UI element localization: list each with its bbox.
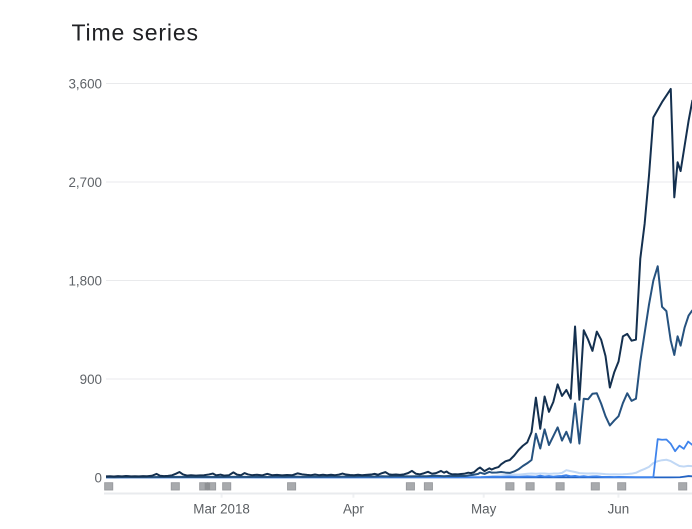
- svg-text:Jun: Jun: [608, 501, 630, 516]
- svg-text:2,700: 2,700: [68, 175, 102, 190]
- svg-text:Mar 2018: Mar 2018: [193, 501, 250, 516]
- svg-text:Apr: Apr: [343, 501, 364, 516]
- svg-text:1,800: 1,800: [68, 273, 102, 288]
- svg-text:0: 0: [95, 470, 102, 485]
- svg-text:3,600: 3,600: [68, 76, 102, 91]
- svg-text:900: 900: [80, 372, 102, 387]
- svg-text:May: May: [471, 501, 497, 516]
- svg-text:Time series: Time series: [72, 19, 199, 45]
